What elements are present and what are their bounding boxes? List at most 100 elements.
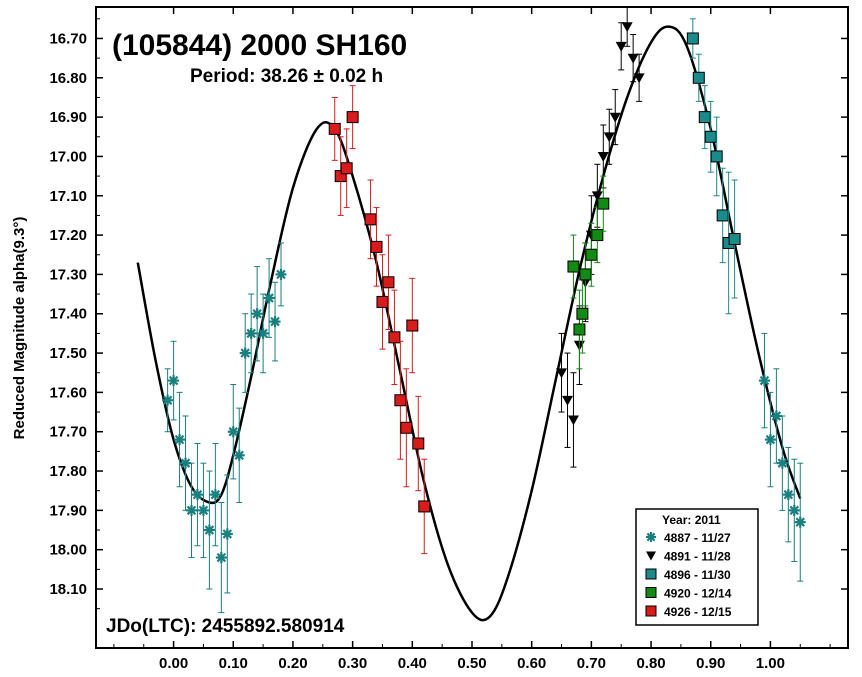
data-point <box>370 240 383 253</box>
data-point <box>576 307 589 320</box>
y-tick-label: 18.00 <box>49 542 87 559</box>
data-point <box>245 327 257 339</box>
y-tick-label: 17.40 <box>49 306 87 323</box>
data-point <box>567 260 580 273</box>
data-point <box>556 368 568 379</box>
x-tick-label: 1.00 <box>756 655 785 672</box>
data-point <box>400 421 413 434</box>
data-point <box>698 111 711 124</box>
data-point <box>269 316 281 328</box>
y-tick-label: 16.70 <box>49 30 87 47</box>
data-point <box>191 489 203 501</box>
data-point <box>567 415 579 426</box>
y-tick-label: 17.70 <box>49 424 87 441</box>
y-tick-label: 16.90 <box>49 109 87 126</box>
data-point <box>716 209 729 222</box>
data-point <box>579 268 592 281</box>
y-tick-label: 16.80 <box>49 70 87 87</box>
x-axis: 0.00 0.10 0.20 0.30 0.40 0.50 0.60 0.70 0.80 0.90… <box>113 7 831 672</box>
y-tick-label: 17.00 <box>49 148 87 165</box>
data-point <box>239 347 251 359</box>
data-point <box>585 248 598 261</box>
data-point <box>340 162 353 175</box>
data-point <box>621 22 633 33</box>
series-4 <box>567 175 610 370</box>
data-point <box>203 524 215 536</box>
legend-marker <box>645 568 657 580</box>
epoch-label: JDo(LTC): 2455892.580914 <box>106 616 345 637</box>
series-1 <box>162 242 806 614</box>
data-point <box>633 73 645 84</box>
data-point <box>758 375 770 387</box>
fit-curve-layer <box>136 25 802 622</box>
x-tick-label: 0.60 <box>517 655 546 672</box>
data-point <box>275 268 287 280</box>
x-tick-label: 0.10 <box>219 655 248 672</box>
x-tick-label: 0.40 <box>398 655 427 672</box>
data-point <box>728 233 741 246</box>
legend-marker <box>645 605 657 617</box>
data-point <box>412 437 425 450</box>
legend-entries: 4887 - 11/27 4891 - 11/28 4896 - 11/30 4920… <box>645 531 732 619</box>
data-point <box>257 327 269 339</box>
chart-title: (105844) 2000 SH160 <box>112 29 407 62</box>
legend-entry-label: 4926 - 12/15 <box>664 605 732 619</box>
data-point <box>364 213 377 226</box>
data-point <box>794 516 806 528</box>
legend-entry-label: 4887 - 11/27 <box>664 531 731 545</box>
legend-marker <box>646 532 656 542</box>
x-tick-label: 0.00 <box>159 655 188 672</box>
data-point <box>782 489 794 501</box>
data-point <box>168 375 180 387</box>
chart-subtitle: Period: 38.26 ± 0.02 h <box>190 66 383 87</box>
y-axis: 16.70 16.80 16.90 17.00 17.10 17.20 17.30 17.40… <box>49 18 848 610</box>
data-point <box>221 528 233 540</box>
legend-marker <box>646 551 656 561</box>
data-point <box>615 41 627 52</box>
data-point <box>597 152 609 162</box>
data-point <box>376 295 389 308</box>
data-point <box>209 489 221 501</box>
data-point <box>251 308 263 320</box>
data-point <box>692 71 705 84</box>
data-point <box>180 457 192 469</box>
data-point <box>597 197 610 210</box>
x-tick-label: 0.30 <box>338 655 367 672</box>
data-point <box>233 449 245 461</box>
legend: Year: 2011 4887 - 11/27 4891 - 11/28 4896 … <box>635 508 759 626</box>
data-point <box>185 504 197 516</box>
x-tick-label: 0.70 <box>577 655 606 672</box>
data-point <box>263 292 275 304</box>
data-point <box>710 150 723 163</box>
x-tick-label: 0.20 <box>278 655 307 672</box>
series-3 <box>686 18 741 315</box>
data-point <box>162 394 174 406</box>
data-point <box>591 229 604 242</box>
x-tick-label: 0.80 <box>636 655 665 672</box>
legend-entry-label: 4920 - 12/14 <box>664 587 732 601</box>
data-point <box>609 112 621 123</box>
y-tick-label: 17.30 <box>49 266 87 283</box>
x-tick-label: 0.90 <box>696 655 725 672</box>
legend-marker <box>645 587 657 598</box>
fit-curve <box>136 25 802 622</box>
y-tick-label: 17.50 <box>49 345 87 362</box>
legend-entry-label: 4891 - 11/28 <box>664 550 731 564</box>
data-point <box>788 504 800 516</box>
y-tick-label: 18.10 <box>49 581 87 598</box>
y-tick-label: 17.60 <box>49 384 87 401</box>
data-point <box>764 434 776 446</box>
data-point <box>573 323 586 336</box>
data-point <box>328 122 341 135</box>
y-axis-label: Reduced Magnitude alpha(9.3°) <box>11 217 28 440</box>
data-point <box>704 130 717 143</box>
y-tick-label: 17.80 <box>49 463 87 480</box>
data-point <box>382 276 395 289</box>
data-point <box>686 32 699 45</box>
data-point <box>394 394 407 407</box>
data-point <box>776 457 788 469</box>
data-points-layer <box>162 6 806 614</box>
data-point <box>197 504 209 516</box>
legend-title: Year: 2011 <box>662 513 721 527</box>
